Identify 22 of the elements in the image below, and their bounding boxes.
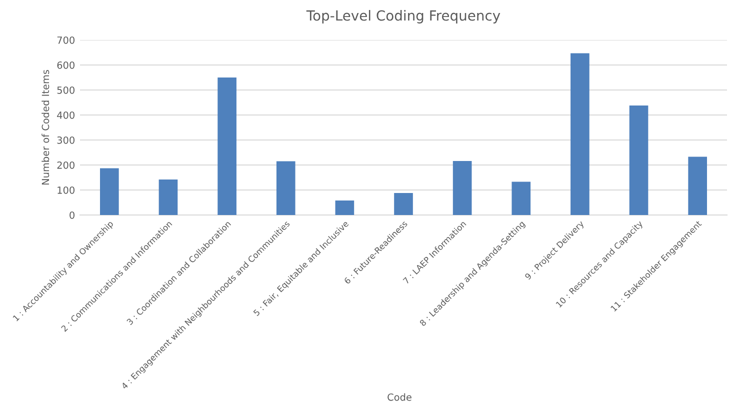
- y-tick-label: 200: [57, 161, 74, 169]
- bar: [335, 200, 354, 215]
- y-tick-label: 700: [57, 36, 74, 44]
- bar: [276, 161, 296, 215]
- y-tick-label: 100: [58, 186, 74, 194]
- bar: [512, 182, 531, 215]
- y-tick-label: 500: [57, 86, 74, 94]
- bar: [158, 180, 178, 215]
- y-tick-label: 400: [57, 111, 74, 119]
- bar: [688, 156, 707, 215]
- bar: [218, 78, 236, 215]
- x-axis-title: Code: [388, 393, 412, 401]
- y-tick-label: 300: [57, 136, 74, 144]
- bar: [394, 193, 413, 215]
- y-tick-label: 600: [57, 61, 74, 69]
- bar: [100, 168, 119, 215]
- bar: [629, 106, 648, 215]
- bar: [452, 161, 472, 215]
- chart-title: Top-Level Coding Frequency: [306, 10, 500, 24]
- y-tick-label: 0: [70, 211, 74, 219]
- bar: [570, 53, 590, 215]
- y-axis-title: Number of Coded Items: [42, 70, 50, 185]
